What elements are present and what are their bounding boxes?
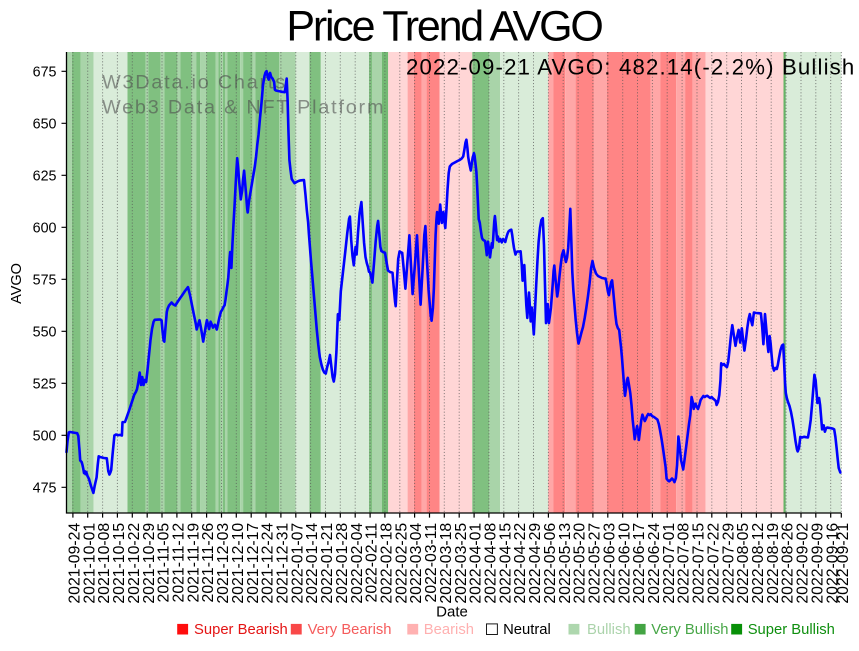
svg-text:2022-02-04: 2022-02-04: [349, 523, 366, 604]
svg-text:2021-12-31: 2021-12-31: [275, 523, 292, 604]
svg-text:2022-03-11: 2022-03-11: [423, 523, 440, 603]
svg-text:2021-10-15: 2021-10-15: [111, 523, 128, 604]
svg-text:525: 525: [33, 377, 57, 393]
svg-text:2021-10-01: 2021-10-01: [81, 523, 98, 604]
svg-text:2021-12-17: 2021-12-17: [245, 523, 262, 604]
svg-text:650: 650: [33, 117, 57, 133]
svg-text:2021-11-26: 2021-11-26: [200, 523, 217, 603]
svg-text:2022-09-21 AVGO: 482.14(-2.2%): 2022-09-21 AVGO: 482.14(-2.2%) Bullish: [406, 54, 855, 79]
svg-text:2022-04-22: 2022-04-22: [512, 523, 529, 604]
svg-text:Bullish: Bullish: [587, 622, 631, 638]
svg-text:Very Bullish: Very Bullish: [651, 622, 728, 638]
svg-text:2022-04-29: 2022-04-29: [527, 523, 544, 604]
svg-text:2022-07-15: 2022-07-15: [691, 523, 708, 604]
svg-text:2022-07-01: 2022-07-01: [661, 523, 678, 604]
svg-text:575: 575: [33, 273, 57, 289]
svg-text:475: 475: [33, 481, 57, 497]
svg-text:Web3 Data & NFT Platform: Web3 Data & NFT Platform: [102, 97, 385, 119]
svg-text:2022-07-29: 2022-07-29: [720, 523, 737, 604]
svg-text:2021-11-12: 2021-11-12: [171, 523, 188, 603]
svg-text:Date: Date: [436, 604, 468, 621]
svg-text:2022-06-10: 2022-06-10: [616, 523, 633, 604]
svg-text:2022-03-18: 2022-03-18: [438, 523, 455, 604]
svg-text:2022-01-07: 2022-01-07: [289, 523, 306, 604]
svg-text:2022-03-04: 2022-03-04: [408, 523, 425, 604]
svg-text:2022-05-06: 2022-05-06: [542, 523, 559, 604]
svg-text:500: 500: [33, 429, 57, 445]
svg-text:Bearish: Bearish: [424, 622, 474, 638]
svg-text:2021-11-05: 2021-11-05: [156, 523, 173, 603]
svg-text:W3Data.io Charts: W3Data.io Charts: [102, 72, 287, 94]
svg-text:2022-04-01: 2022-04-01: [468, 523, 485, 604]
svg-text:675: 675: [33, 65, 57, 81]
svg-text:2021-12-03: 2021-12-03: [215, 523, 232, 604]
svg-text:2021-12-10: 2021-12-10: [230, 523, 247, 604]
svg-text:Price Trend AVGO: Price Trend AVGO: [286, 3, 602, 51]
svg-text:2022-05-27: 2022-05-27: [587, 523, 604, 604]
svg-text:2022-09-16: 2022-09-16: [824, 523, 841, 604]
svg-text:2022-09-09: 2022-09-09: [809, 523, 826, 604]
svg-text:2022-04-15: 2022-04-15: [497, 523, 514, 604]
svg-text:AVGO: AVGO: [9, 263, 25, 304]
svg-text:2022-01-28: 2022-01-28: [334, 523, 351, 604]
svg-text:Super Bullish: Super Bullish: [748, 622, 835, 638]
svg-text:2022-01-14: 2022-01-14: [304, 523, 321, 604]
svg-text:2022-01-21: 2022-01-21: [319, 523, 336, 604]
svg-text:Super Bearish: Super Bearish: [194, 622, 288, 638]
svg-text:2022-08-26: 2022-08-26: [780, 523, 797, 604]
svg-text:2021-11-19: 2021-11-19: [185, 523, 202, 603]
svg-text:625: 625: [33, 169, 57, 185]
svg-text:2022-07-08: 2022-07-08: [676, 523, 693, 604]
svg-text:2022-03-25: 2022-03-25: [453, 523, 470, 604]
svg-text:2022-02-25: 2022-02-25: [393, 523, 410, 604]
svg-text:2021-09-24: 2021-09-24: [67, 523, 84, 604]
svg-text:2022-09-21: 2022-09-21: [835, 523, 852, 604]
svg-text:2022-05-20: 2022-05-20: [572, 523, 589, 604]
svg-text:2022-06-24: 2022-06-24: [646, 523, 663, 604]
svg-text:2022-02-11: 2022-02-11: [364, 523, 381, 603]
svg-text:2021-10-08: 2021-10-08: [96, 523, 113, 604]
svg-text:2022-02-18: 2022-02-18: [379, 523, 396, 604]
svg-text:600: 600: [33, 221, 57, 237]
svg-text:2022-06-17: 2022-06-17: [631, 523, 648, 604]
svg-text:2022-08-12: 2022-08-12: [750, 523, 767, 604]
svg-text:2022-05-13: 2022-05-13: [557, 523, 574, 604]
svg-text:2022-09-02: 2022-09-02: [795, 523, 812, 604]
svg-text:2021-10-29: 2021-10-29: [141, 523, 158, 604]
svg-text:2021-12-24: 2021-12-24: [260, 523, 277, 604]
svg-text:2022-04-08: 2022-04-08: [483, 523, 500, 604]
svg-text:Very Bearish: Very Bearish: [308, 622, 392, 638]
svg-text:2022-06-03: 2022-06-03: [601, 523, 618, 604]
svg-text:2022-08-05: 2022-08-05: [735, 523, 752, 604]
svg-text:2022-07-22: 2022-07-22: [705, 523, 722, 604]
svg-text:2022-08-19: 2022-08-19: [765, 523, 782, 604]
svg-text:550: 550: [33, 325, 57, 341]
svg-text:Neutral: Neutral: [503, 622, 551, 638]
svg-text:2021-10-22: 2021-10-22: [126, 523, 143, 604]
